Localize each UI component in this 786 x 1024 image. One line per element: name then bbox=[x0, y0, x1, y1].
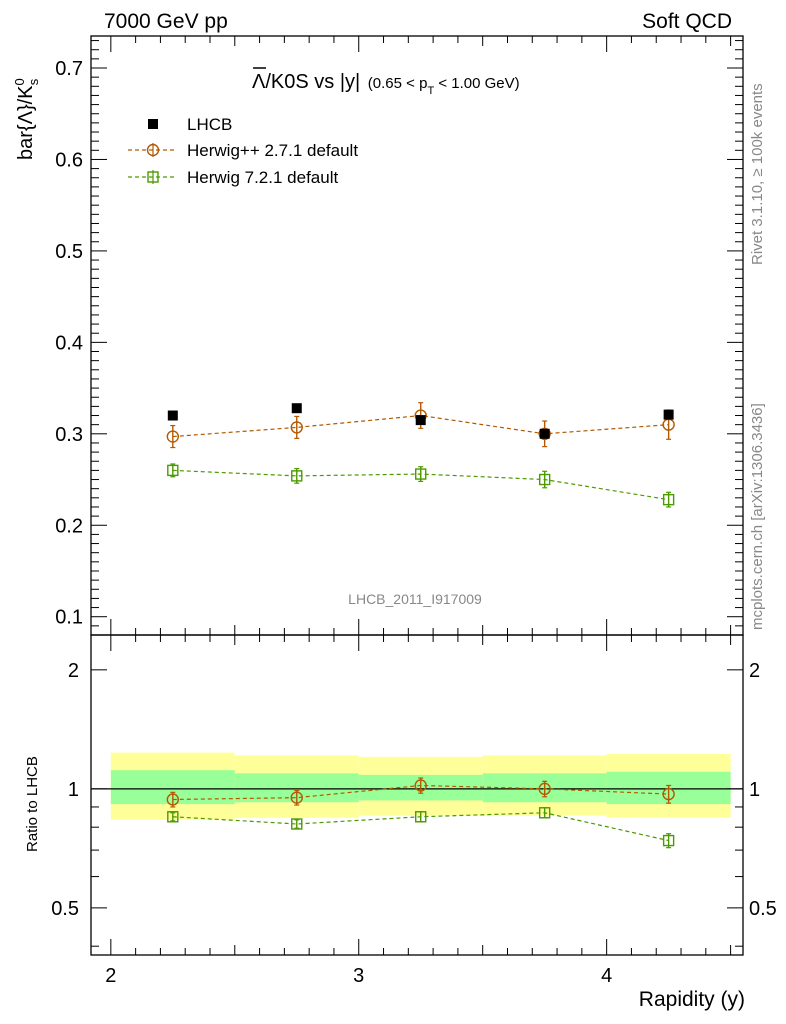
lhcb-main-point bbox=[167, 410, 178, 421]
ratio-y-tick-label: 0.5 bbox=[51, 898, 79, 920]
y-tick-label: 0.3 bbox=[55, 424, 83, 446]
main-ylabel-sub: s bbox=[26, 78, 41, 85]
plot-title-main: Λ/K0S vs |y| bbox=[252, 71, 360, 93]
plot-title-sub-sub: T bbox=[427, 85, 434, 97]
herwigpp-main-point bbox=[290, 421, 303, 434]
herwigpp-ratio-point bbox=[414, 779, 427, 792]
herwigpp-ratio-point bbox=[538, 782, 551, 796]
herwigpp-ratio-point bbox=[290, 791, 303, 804]
legend: LHCB Herwig++ 2.7.1 default Herwig 7.2.1 d… bbox=[128, 115, 358, 187]
ratio-y-tick-label: 1 bbox=[68, 779, 79, 801]
lhcb-main-point bbox=[663, 409, 674, 420]
x-tick-label: 4 bbox=[601, 965, 612, 987]
x-tick-label: 2 bbox=[105, 965, 116, 987]
herwigpp-main-point bbox=[166, 430, 180, 443]
main-ylabel-base: bar{Λ}/K bbox=[15, 85, 37, 160]
header-right: Soft QCD bbox=[642, 10, 732, 33]
legend-marker bbox=[146, 143, 160, 157]
xlabel: Rapidity (y) bbox=[639, 988, 745, 1011]
main-ylabel-sup: 0 bbox=[12, 78, 27, 85]
ratio-y-tick-label-right: 1 bbox=[749, 779, 760, 801]
herwig7-main-point bbox=[662, 493, 675, 506]
legend-marker bbox=[148, 119, 158, 129]
ratio-ylabel: Ratio to LHCB bbox=[24, 756, 41, 852]
ratio-y-tick-label-right: 0.5 bbox=[749, 898, 777, 920]
legend-marker bbox=[147, 171, 159, 183]
mcplots-text: mcplots.cern.ch [arXiv:1306.3436] bbox=[749, 403, 766, 630]
plot-title-sub-pre: (0.65 < p bbox=[368, 75, 428, 92]
herwig7-main-point bbox=[291, 470, 303, 482]
y-tick-label: 0.4 bbox=[55, 332, 83, 354]
herwigpp-ratio-point bbox=[662, 787, 675, 801]
y-tick-label: 0.5 bbox=[55, 241, 83, 263]
main-ylabel: bar{Λ}/K0s bbox=[12, 78, 41, 160]
y-tick-label: 0.1 bbox=[55, 607, 83, 629]
herwig7-ratio-point bbox=[291, 818, 303, 830]
lhcb-main-point bbox=[539, 428, 550, 439]
herwig7-main-point bbox=[538, 473, 551, 486]
x-tick-label: 3 bbox=[353, 965, 364, 987]
rivet-version-text: Rivet 3.1.10, ≥ 100k events bbox=[749, 83, 766, 265]
herwig7-ratio-point bbox=[167, 811, 179, 823]
y-tick-label: 0.2 bbox=[55, 515, 83, 537]
ratio-y-tick-label: 2 bbox=[68, 660, 79, 682]
herwig7-main-point bbox=[167, 464, 179, 477]
legend-entry: Herwig 7.2.1 default bbox=[187, 168, 338, 187]
ratio-frame bbox=[90, 634, 744, 956]
ratio-bands bbox=[91, 752, 743, 820]
ratio-panel: 2 3 4 0.5 0.5 1 1 2 2 bbox=[51, 634, 777, 987]
analysis-watermark: LHCB_2011_I917009 bbox=[348, 591, 482, 607]
herwig7-main-point bbox=[415, 468, 427, 480]
ratio-y-tick-label-right: 2 bbox=[749, 660, 760, 682]
y-tick-label: 0.6 bbox=[55, 149, 83, 171]
herwig7-ratio-point bbox=[662, 834, 675, 847]
herwig7-ratio-point bbox=[538, 807, 551, 819]
plot-title: Λ/K0S vs |y| (0.65 < pT < 1.00 GeV) bbox=[252, 71, 520, 97]
main-panel: 0.1 0.2 0.3 0.4 0.5 0.6 0.7 bbox=[55, 35, 744, 636]
herwigpp-ratio-point bbox=[166, 793, 180, 806]
y-tick-label: 0.7 bbox=[55, 58, 83, 80]
herwig7-ratio-point bbox=[415, 811, 427, 823]
legend-entry: LHCB bbox=[187, 115, 232, 134]
herwigpp-main-point bbox=[538, 427, 551, 441]
header-left: 7000 GeV pp bbox=[104, 10, 228, 33]
legend-entry: Herwig++ 2.7.1 default bbox=[187, 141, 358, 160]
lhcb-main-point bbox=[415, 415, 426, 426]
lhcb-main-point bbox=[291, 403, 302, 414]
plot-title-sub-post: < 1.00 GeV) bbox=[434, 75, 519, 92]
